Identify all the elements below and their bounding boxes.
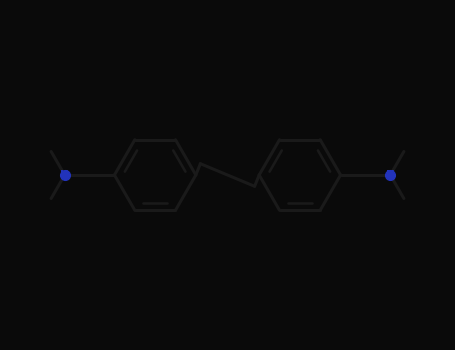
Text: N: N <box>386 170 394 180</box>
Text: N: N <box>61 170 69 180</box>
